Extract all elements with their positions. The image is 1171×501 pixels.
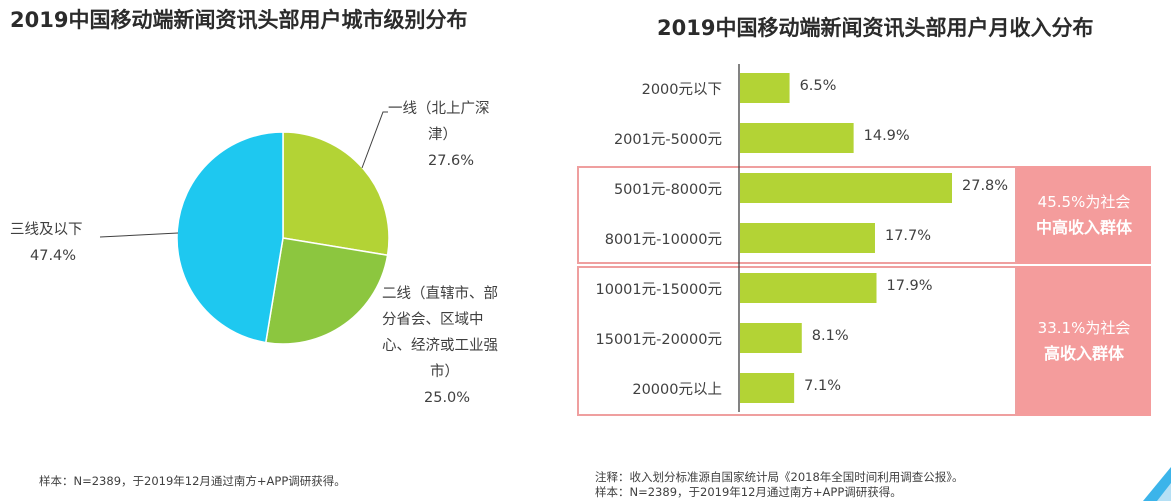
income-bar [740,73,790,103]
income-bar [740,123,854,153]
middle-high-income-note-line1: 45.5%为社会 [1037,193,1131,211]
pie-label-tier3-line: 三线及以下 [10,222,83,238]
income-category-label: 10001元-15000元 [595,282,723,298]
pie-label-tier2: 二线（直辖市、部 分省会、区域中 心、经济或工业强市） 25.0% [382,281,498,411]
pie-label-tier3-line: 47.4% [30,248,77,264]
bar-chart-footnote-line1: 注释：收入划分标准源自国家统计局《2018年全国时间利用调查公报》。 [595,470,964,484]
pie-label-tier2-line: 25.0% [424,390,471,406]
pie-slice-tier3 [176,131,284,344]
middle-high-income-group-box [577,166,1017,264]
pie-leader-tier1 [361,111,388,169]
pie-label-tier2-line: 分省会、区域中 [382,312,484,328]
pie-label-tier2-line: 市） [430,364,459,380]
pie-chart-footnote: 样本：N=2389，于2019年12月通过南方+APP调研获得。 [39,474,346,488]
pie-slice-tier1 [282,131,390,257]
corner-decoration-light [1157,483,1171,501]
bar-chart-footnote-line2: 样本：N=2389，于2019年12月通过南方+APP调研获得。 [595,485,902,499]
pie-label-tier1: 一线（北上广深津） 27.6% [388,96,490,174]
pie-leader-tier3 [99,232,179,238]
income-value-label: 17.7% [884,228,932,244]
income-value-label: 14.9% [863,128,910,144]
bar-chart-title: 2019中国移动端新闻资讯头部用户月收入分布 [657,16,1094,40]
income-value-label: 7.1% [804,378,841,394]
middle-high-income-note: 45.5%为社会 中高收入群体 [1017,166,1151,264]
pie-label-tier2-line: 心、经济或工业强 [382,338,498,354]
income-category-label: 5001元-8000元 [613,182,722,198]
income-category-label: 15001元-20000元 [595,332,723,348]
income-value-label: 27.8% [962,178,1009,194]
income-category-label: 2001元-5000元 [613,132,722,148]
pie-label-tier3: 三线及以下 47.4% [10,217,83,269]
income-category-label: 8001元-10000元 [604,232,722,248]
income-category-label: 20000元以上 [632,382,722,398]
pie-chart [99,111,390,345]
income-value-label: 6.5% [799,78,837,94]
high-income-group-box [577,266,1017,416]
pie-label-tier1-line: 27.6% [428,153,475,169]
high-income-note-line2: 高收入群体 [1043,344,1124,363]
pie-label-tier2-line: 二线（直辖市、部 [382,286,498,302]
income-value-label: 17.9% [886,278,933,294]
pie-slice-tier2 [264,237,389,345]
middle-high-income-note-line2: 中高收入群体 [1035,218,1132,237]
pie-label-tier1-line: 一线（北上广深 [388,101,490,117]
income-value-label: 8.1% [811,328,849,344]
income-category-label: 2000元以下 [641,82,722,98]
high-income-note-line1: 33.1%为社会 [1037,319,1131,337]
pie-chart-title: 2019中国移动端新闻资讯头部用户城市级别分布 [10,8,468,32]
high-income-note: 33.1%为社会 高收入群体 [1017,266,1151,416]
pie-label-tier1-line: 津） [428,127,457,143]
